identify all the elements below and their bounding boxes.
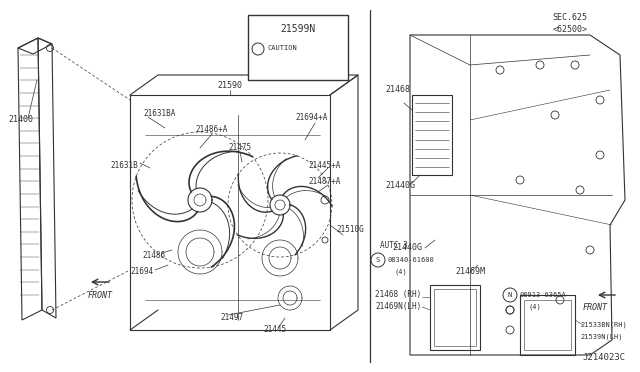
Text: 21445+A: 21445+A: [308, 160, 340, 170]
Text: SEC.625: SEC.625: [552, 13, 588, 22]
Text: 21475: 21475: [228, 144, 251, 153]
Text: 21631BA: 21631BA: [143, 109, 175, 118]
Text: S: S: [376, 257, 380, 263]
Text: <62500>: <62500>: [552, 26, 588, 35]
Text: 21440G: 21440G: [385, 180, 415, 189]
Text: 21469N(LH): 21469N(LH): [375, 302, 421, 311]
Text: 21486+A: 21486+A: [195, 125, 227, 135]
Text: 21533BN(RH): 21533BN(RH): [580, 322, 627, 328]
Text: (4): (4): [528, 304, 541, 310]
Text: 08340-61600: 08340-61600: [388, 257, 435, 263]
Text: 21590: 21590: [218, 80, 243, 90]
FancyBboxPatch shape: [248, 15, 348, 80]
Text: 21469M: 21469M: [455, 267, 485, 276]
Text: 21468 (RH): 21468 (RH): [375, 291, 421, 299]
Text: 21694+A: 21694+A: [295, 113, 328, 122]
Text: 21599N: 21599N: [280, 24, 316, 34]
Text: 21440G: 21440G: [392, 244, 422, 253]
Text: J214023C: J214023C: [582, 353, 625, 362]
Text: 21539N(LH): 21539N(LH): [580, 334, 623, 340]
Text: 21468: 21468: [385, 86, 410, 94]
Text: CAUTION: CAUTION: [268, 45, 298, 51]
Text: 21445: 21445: [263, 326, 286, 334]
Text: FRONT: FRONT: [88, 292, 113, 301]
Text: 21510G: 21510G: [336, 225, 364, 234]
Text: 21631B: 21631B: [110, 160, 138, 170]
Text: 21487+A: 21487+A: [308, 177, 340, 186]
Text: 21486: 21486: [142, 250, 165, 260]
Text: 08913-6365A: 08913-6365A: [520, 292, 567, 298]
Text: AUTC 3: AUTC 3: [380, 241, 408, 250]
Text: (4): (4): [395, 269, 408, 275]
Text: FRONT: FRONT: [582, 304, 607, 312]
Text: 21694: 21694: [130, 267, 153, 276]
Text: N: N: [508, 292, 512, 298]
Text: 21497: 21497: [220, 314, 243, 323]
Text: 21400: 21400: [8, 115, 33, 125]
